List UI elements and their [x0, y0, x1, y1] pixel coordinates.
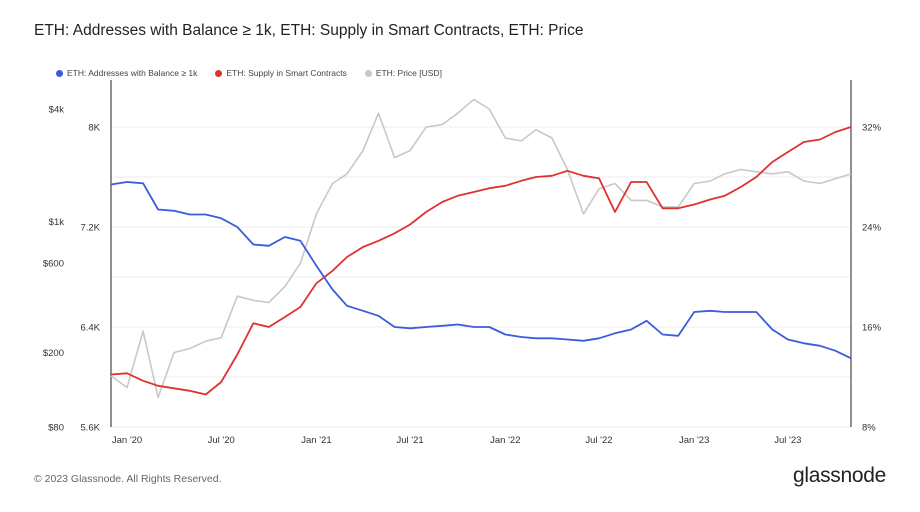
series-line-price [110, 98, 852, 399]
price-tick-label: $600 [43, 259, 64, 270]
legend-dot-supply [215, 69, 223, 77]
legend-label-supply: ETH: Supply in Smart Contracts [226, 68, 347, 78]
legend-label-price: ETH: Price [USD] [375, 68, 442, 78]
chart-legend: ETH: Addresses with Balance ≥ 1k ETH: Su… [56, 68, 442, 78]
series-layer [110, 98, 852, 399]
price-tick-label: $80 [48, 423, 64, 434]
legend-item-price[interactable]: ETH: Price [USD] [364, 68, 442, 78]
addresses-tick-label: 7.2K [80, 223, 100, 234]
glassnode-logo: glassnode [792, 464, 886, 487]
price-tick-label: $1k [49, 217, 65, 228]
series-line-addresses [110, 181, 852, 360]
axis-lines [110, 80, 852, 427]
x-tick-label: Jul '20 [208, 435, 235, 446]
legend-label-addresses: ETH: Addresses with Balance ≥ 1k [67, 68, 198, 78]
chart-title: ETH: Addresses with Balance ≥ 1k, ETH: S… [34, 22, 584, 39]
supply-tick-label: 8% [862, 423, 876, 434]
x-tick-label: Jan '23 [679, 435, 709, 446]
legend-item-supply[interactable]: ETH: Supply in Smart Contracts [215, 68, 347, 78]
supply-tick-label: 24% [862, 223, 882, 234]
x-tick-label: Jan '20 [112, 435, 142, 446]
addresses-tick-label: 8K [88, 123, 100, 134]
price-tick-label: $4k [49, 105, 65, 116]
addresses-tick-label: 5.6K [80, 423, 100, 434]
series-line-supply [110, 126, 852, 396]
price-tick-label: $200 [43, 348, 64, 359]
x-tick-label: Jul '21 [397, 435, 424, 446]
addresses-tick-label: 6.4K [80, 323, 100, 334]
x-tick-label: Jan '21 [301, 435, 331, 446]
copyright-footer: © 2023 Glassnode. All Rights Reserved. [34, 473, 222, 485]
x-tick-label: Jan '22 [490, 435, 520, 446]
ticks-layer: $4k $1k $600 $200 $80 8K 7.2K 6.4K 5.6K 32% 24% 16%… [43, 105, 882, 447]
x-tick-label: Jul '22 [585, 435, 612, 446]
legend-dot-price [364, 69, 372, 77]
x-tick-label: Jul '23 [774, 435, 801, 446]
grid-lines [111, 126, 851, 428]
supply-tick-label: 32% [862, 123, 882, 134]
supply-tick-label: 16% [862, 323, 882, 334]
legend-dot-addresses [56, 69, 63, 77]
legend-item-addresses[interactable]: ETH: Addresses with Balance ≥ 1k [56, 68, 197, 78]
